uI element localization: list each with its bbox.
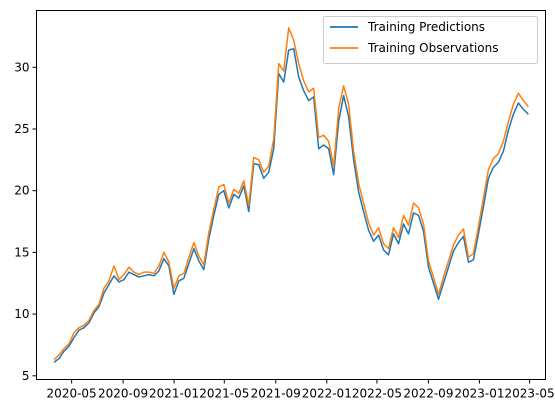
x-tick-label: 2023-05 (505, 387, 555, 401)
x-axis: 2020-05 2020-09 2021-01 2021-05 2021-09 2022-… (47, 379, 555, 401)
x-tick-label: 2022-05 (352, 387, 402, 401)
x-tick-label: 2020-05 (47, 387, 97, 401)
y-tick-label: 30 (14, 60, 29, 74)
x-tick-label: 2021-01 (149, 387, 199, 401)
x-tick-label: 2022-09 (403, 387, 453, 401)
series-layer (53, 27, 529, 363)
y-tick-label: 5 (22, 369, 30, 383)
y-tick-label: 25 (14, 122, 29, 136)
x-tick-label: 2021-05 (199, 387, 249, 401)
plot-frame (36, 10, 546, 380)
legend-label-training-observations: Training Observations (367, 41, 499, 55)
x-tick-label: 2023-01 (454, 387, 504, 401)
series-line-training-observations (53, 27, 529, 361)
y-tick-label: 10 (14, 307, 29, 321)
x-tick-label: 2020-09 (98, 387, 148, 401)
x-tick-label: 2021-09 (251, 387, 301, 401)
series-line-training-predictions (53, 48, 529, 363)
x-tick-label: 2022-01 (302, 387, 352, 401)
legend: Training Predictions Training Observatio… (323, 16, 538, 64)
legend-box (323, 16, 538, 64)
y-tick-label: 20 (14, 184, 29, 198)
legend-label-training-predictions: Training Predictions (367, 20, 485, 34)
y-tick-label: 15 (14, 245, 29, 259)
y-axis: 5 10 15 20 25 30 (14, 60, 37, 383)
